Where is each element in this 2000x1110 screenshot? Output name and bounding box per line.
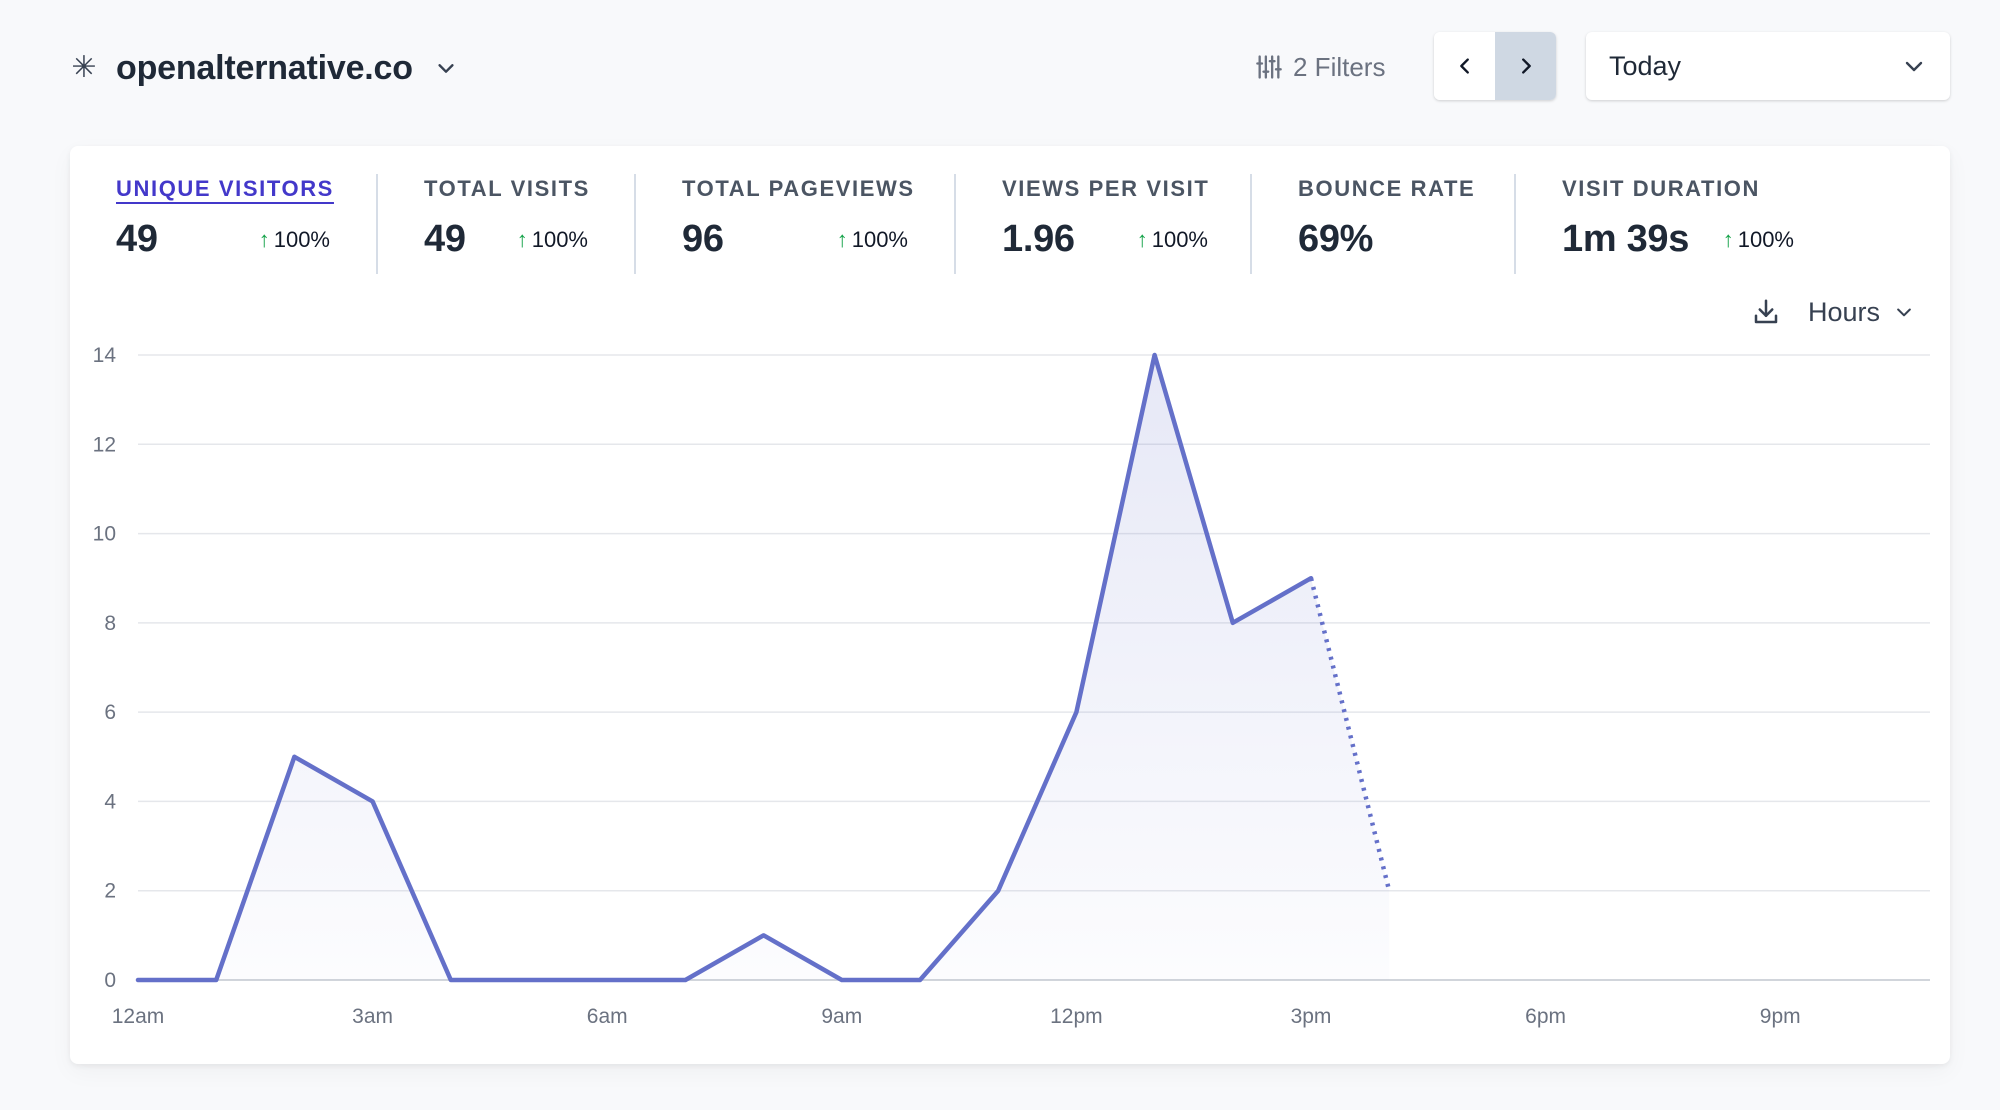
previous-period-button[interactable] [1434,32,1495,100]
stat-total-pageviews[interactable]: TOTAL PAGEVIEWS 96 ↑ 100% [682,176,915,276]
stat-label: VIEWS PER VISIT [1002,176,1210,201]
stat-visit-duration[interactable]: VISIT DURATION 1m 39s ↑ 100% [1562,176,1794,276]
x-tick-label: 6pm [1525,1005,1566,1028]
stat-value: 1m 39s [1562,218,1690,260]
date-navigation [1434,32,1556,100]
stat-divider [1514,174,1516,274]
x-tick-label: 9pm [1760,1005,1801,1028]
y-tick-label: 10 [93,523,116,546]
stat-label: UNIQUE VISITORS [116,176,334,201]
y-tick-label: 6 [104,701,116,724]
next-period-button[interactable] [1495,32,1556,100]
arrow-up-icon: ↑ [516,226,528,252]
x-tick-label: 9am [821,1005,862,1028]
site-name: openalternative.co [116,48,413,87]
series-line [135,352,1314,983]
arrow-up-icon: ↑ [258,226,270,252]
stat-views-per-visit[interactable]: VIEWS PER VISIT 1.96 ↑ 100% [1002,176,1208,276]
stat-divider [634,174,636,274]
stat-value: 69% [1298,218,1374,260]
arrow-up-icon: ↑ [1722,226,1734,252]
stat-label: BOUNCE RATE [1298,176,1476,201]
stat-label: TOTAL PAGEVIEWS [682,176,915,201]
stat-unique-visitors[interactable]: UNIQUE VISITORS 49 ↑ 100% [116,176,334,276]
interval-value: Hours [1808,296,1881,327]
stat-label: VISIT DURATION [1562,176,1760,201]
stat-value: 49 [116,218,158,260]
stat-divider [376,174,378,274]
x-tick-label: 6am [587,1005,628,1028]
arrow-up-icon: ↑ [836,226,848,252]
x-tick-label: 3pm [1291,1005,1332,1028]
sliders-icon [1256,55,1282,79]
filters-button[interactable]: 2 Filters [1255,42,1385,92]
chevron-right-icon [1521,58,1531,74]
date-range-select[interactable]: Today [1586,32,1950,100]
x-tick-label: 12am [112,1005,165,1028]
interval-select[interactable]: Hours [1808,292,1914,332]
arrow-up-icon: ↑ [1136,226,1148,252]
filters-label: 2 Filters [1293,51,1386,82]
stat-bounce-rate[interactable]: BOUNCE RATE 69% [1298,176,1478,276]
stat-value: 96 [682,218,724,260]
stat-value: 49 [424,218,466,260]
download-button[interactable] [1746,292,1786,332]
stat-change: ↑ 100% [1722,226,1794,252]
stat-divider [954,174,956,274]
chevron-down-icon [1905,61,1923,72]
visitors-chart: 0 2 4 6 8 10 12 14 12am 3am 6am 9am 12pm 3pm 6pm 9pm [93,344,1930,1028]
site-selector[interactable]: ✳ openalternative.co [70,40,457,96]
stat-divider [1250,174,1252,274]
x-tick-label: 3am [352,1005,393,1028]
chevron-left-icon [1459,58,1469,74]
x-tick-label: 12pm [1050,1005,1103,1028]
date-range-value: Today [1609,50,1682,81]
y-tick-label: 8 [104,612,116,635]
download-icon [1754,299,1778,324]
series-area [138,355,1390,980]
stat-change: ↑ 100% [1136,226,1208,252]
chevron-down-icon [438,64,454,73]
asterisk-icon: ✳ [71,51,97,84]
series-line-incomplete [1308,577,1392,892]
stat-change: ↑ 100% [258,226,330,252]
y-tick-label: 2 [104,880,116,903]
y-tick-label: 14 [93,344,117,367]
stat-label: TOTAL VISITS [424,176,590,201]
stat-change: ↑ 100% [836,226,908,252]
stat-total-visits[interactable]: TOTAL VISITS 49 ↑ 100% [424,176,588,276]
stats-card: UNIQUE VISITORS 49 ↑ 100% TOTAL VISITS 49… [70,146,1950,1064]
stat-value: 1.96 [1002,218,1075,260]
chevron-down-icon [1897,308,1911,317]
y-tick-label: 12 [93,433,116,456]
y-tick-label: 4 [104,790,116,813]
stat-change: ↑ 100% [516,226,588,252]
y-tick-label: 0 [104,969,116,992]
